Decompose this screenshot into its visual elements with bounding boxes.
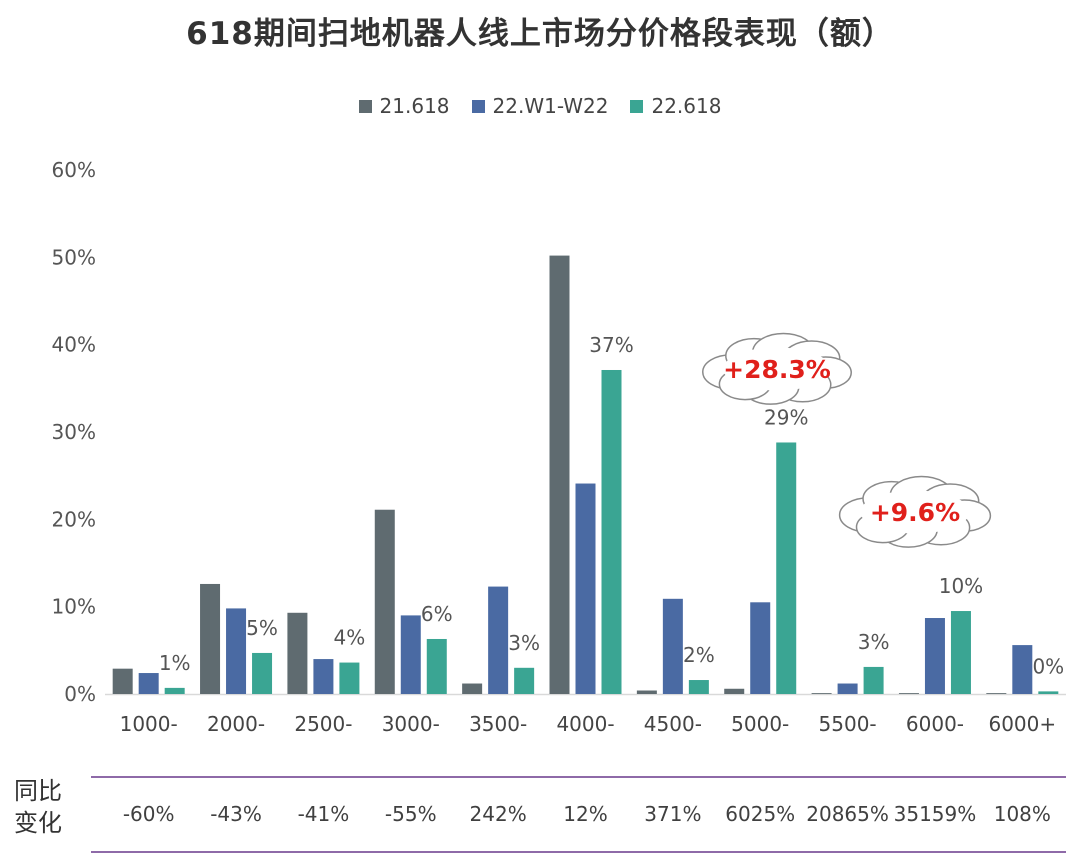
yoy-value: 371% (644, 802, 702, 826)
x-tick-label: 6000- (906, 712, 964, 736)
bar-21-618 (811, 693, 832, 694)
x-tick-label: 6000+ (988, 712, 1056, 736)
data-label: 37% (589, 333, 633, 357)
bar-22-618 (863, 666, 884, 694)
data-label: 3% (508, 631, 540, 655)
cloud-annotation-text: +28.3% (723, 355, 831, 384)
y-tick-label: 60% (52, 158, 96, 182)
data-label: 6% (421, 602, 453, 626)
yoy-value: -60% (122, 802, 175, 826)
bar-21-618 (200, 583, 221, 694)
yoy-value: -55% (384, 802, 437, 826)
bar-21-618 (724, 688, 745, 694)
legend-item-22-w1-w22: 22.W1-W22 (471, 94, 609, 118)
bar-22-w1-w22 (313, 659, 334, 694)
yoy-value: 108% (993, 802, 1051, 826)
legend-swatch-21-618 (358, 99, 372, 113)
bar-22-618 (688, 680, 709, 694)
data-label: 29% (764, 405, 808, 429)
cloud-fill (860, 490, 970, 534)
yoy-row: -60% -43% -41% -55% 242% 12% 371% 6025% 20865% 35… (91, 782, 1066, 846)
bar-21-618 (374, 509, 395, 694)
bar-21-618 (112, 668, 133, 694)
bar-21-618 (898, 693, 919, 694)
bar-22-w1-w22 (1012, 645, 1033, 694)
bar-22-618 (514, 667, 535, 694)
bar-22-w1-w22 (662, 598, 683, 694)
data-label: 3% (858, 630, 890, 654)
bar-22-618 (776, 442, 797, 694)
x-tick-label: 3500- (469, 712, 527, 736)
legend-label-22-w1-w22: 22.W1-W22 (492, 94, 609, 118)
x-tick-label: 5000- (731, 712, 789, 736)
bar-22-618 (426, 638, 447, 694)
bar-21-618 (287, 612, 308, 694)
bar-22-w1-w22 (837, 683, 858, 694)
yoy-bottom-rule (91, 851, 1066, 853)
legend-item-22-618: 22.618 (630, 94, 721, 118)
bar-21-618 (549, 255, 570, 694)
bar-22-w1-w22 (400, 615, 421, 694)
bar-22-w1-w22 (575, 483, 596, 694)
x-tick-label: 4500- (644, 712, 702, 736)
yoy-label-line1: 同比 (14, 777, 62, 805)
cloud-callout-9-6: +9.6% (838, 475, 992, 548)
bar-22-w1-w22 (488, 586, 509, 694)
yoy-value: 242% (469, 802, 527, 826)
x-tick-label: 1000- (120, 712, 178, 736)
bar-22-618 (601, 369, 622, 694)
legend-item-21-618: 21.618 (358, 94, 450, 118)
legend-swatch-22-w1-w22 (471, 99, 485, 113)
y-tick-label: 10% (52, 595, 96, 619)
cloud-callout-28-3: +28.3% (702, 332, 852, 405)
yoy-top-rule (91, 776, 1066, 778)
chart-title: 618期间扫地机器人线上市场分价格段表现（额） (186, 16, 894, 52)
bar-22-w1-w22 (226, 608, 247, 694)
bar-21-618 (462, 683, 483, 694)
bar-22-w1-w22 (750, 602, 771, 694)
bar-21-618 (986, 693, 1007, 694)
bar-22-618 (1038, 691, 1059, 694)
y-tick-label: 20% (52, 507, 96, 531)
yoy-value: 6025% (725, 802, 796, 826)
x-tick-label: 2500- (294, 712, 352, 736)
bar-22-w1-w22 (138, 673, 159, 694)
legend-swatch-22-618 (630, 99, 644, 113)
x-tick-label: 5500- (819, 712, 877, 736)
x-tick-label: 4000- (556, 712, 614, 736)
yoy-row-label: 同比 变化 (14, 775, 62, 839)
bar-21-618 (636, 690, 657, 694)
bar-22-618 (252, 652, 273, 694)
data-label: 5% (246, 616, 278, 640)
y-tick-label: 40% (52, 333, 96, 357)
x-tick-label: 3000- (382, 712, 440, 736)
bar-22-618 (339, 662, 360, 694)
y-tick-label: 30% (52, 420, 96, 444)
cloud-annotation-text: +9.6% (870, 498, 960, 527)
legend-label-21-618: 21.618 (379, 94, 450, 118)
y-tick-label: 50% (52, 245, 96, 269)
bar-22-618 (164, 687, 185, 694)
yoy-label-line2: 变化 (14, 809, 62, 837)
y-tick-label: 0% (64, 682, 96, 706)
data-label: 2% (683, 643, 715, 667)
data-label: 10% (939, 574, 983, 598)
data-label: 0% (1032, 654, 1064, 678)
data-label: 1% (159, 651, 191, 675)
bar-22-618 (950, 611, 971, 694)
bar-22-w1-w22 (924, 618, 945, 694)
yoy-value: 20865% (806, 802, 889, 826)
cloud-fill (723, 347, 831, 391)
yoy-value: 12% (563, 802, 608, 826)
yoy-value: -43% (210, 802, 262, 826)
legend-label-22-618: 22.618 (651, 94, 722, 118)
x-tick-label: 2000- (207, 712, 265, 736)
data-label: 4% (334, 626, 366, 650)
yoy-value: 35159% (893, 802, 977, 826)
yoy-value: -41% (297, 802, 350, 826)
chart-legend: 21.618 22.W1-W22 22.618 (0, 94, 1080, 118)
